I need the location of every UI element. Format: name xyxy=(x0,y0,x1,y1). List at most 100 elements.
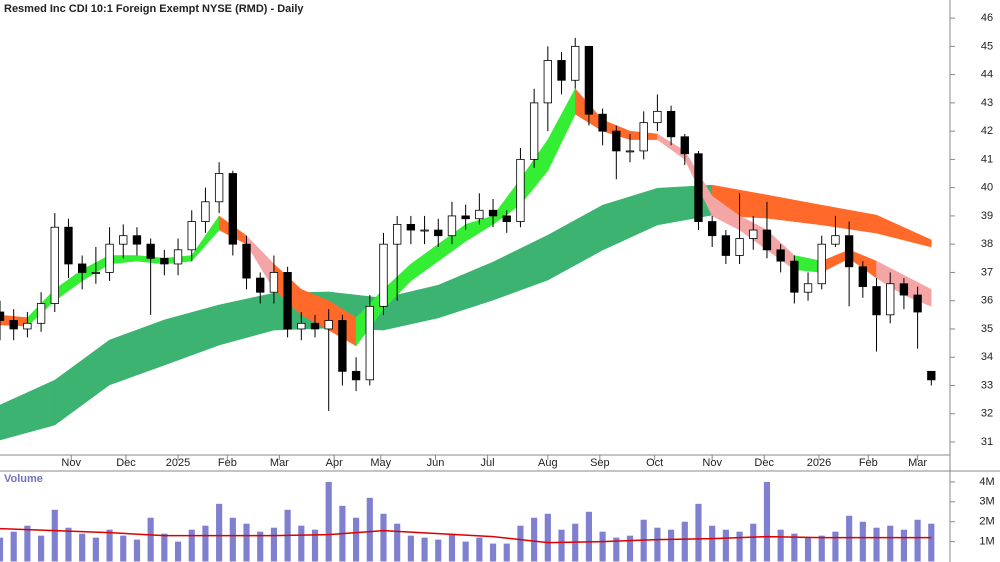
x-tick-label: Jun xyxy=(427,457,445,469)
volume-bar xyxy=(668,529,675,562)
volume-bar xyxy=(736,531,743,562)
y-tick-label: 38 xyxy=(981,238,993,250)
candle-body xyxy=(78,263,87,273)
volume-bar xyxy=(517,525,524,562)
volume-bar xyxy=(695,503,702,562)
candle-body xyxy=(283,272,292,330)
y-tick-label: 33 xyxy=(981,379,993,391)
candle-body xyxy=(598,113,607,132)
volume-bar xyxy=(188,529,195,562)
volume-bar xyxy=(92,537,99,562)
volume-bar xyxy=(558,529,565,562)
x-tick-label: 2026 xyxy=(807,457,831,469)
candle-body xyxy=(187,221,196,251)
candle-body xyxy=(899,283,909,296)
volume-bar xyxy=(325,481,332,562)
candle-body xyxy=(735,238,744,256)
candle-body xyxy=(105,243,114,273)
volume-bar xyxy=(311,529,319,562)
volume-bar xyxy=(462,541,469,562)
volume-bar xyxy=(243,523,250,562)
volume-bar xyxy=(681,521,688,562)
volume-bar xyxy=(24,525,31,562)
volume-bar xyxy=(0,537,4,562)
candle-body xyxy=(639,122,648,152)
volume-bar xyxy=(613,537,620,562)
chart-title: Resmed Inc CDI 10:1 Foreign Exempt NYSE … xyxy=(4,3,304,15)
candle-body xyxy=(160,257,169,265)
candle-body xyxy=(844,235,854,268)
candle-body xyxy=(927,370,936,381)
candle-body xyxy=(776,249,785,262)
y-tick-label: 45 xyxy=(981,40,993,52)
candle-body xyxy=(680,136,689,155)
candle-body xyxy=(872,286,881,316)
volume-bar xyxy=(804,537,812,562)
candle-body xyxy=(625,150,635,153)
volume-bar xyxy=(914,519,921,562)
candle-body xyxy=(516,158,525,222)
volume-bar xyxy=(489,543,497,562)
y-tick-label: 34 xyxy=(981,351,993,363)
y-tick-label: 4M xyxy=(979,476,994,488)
volume-bar xyxy=(709,525,716,562)
y-tick-label: 35 xyxy=(981,323,993,335)
candle-body xyxy=(50,226,59,304)
volume-bar xyxy=(448,533,456,562)
x-tick-label: Mar xyxy=(908,457,927,469)
x-tick-label: Feb xyxy=(218,457,237,469)
candle-body xyxy=(543,60,552,104)
x-tick-label: Mar xyxy=(270,457,289,469)
candle-body xyxy=(214,173,224,203)
candle-body xyxy=(201,201,210,222)
volume-bar xyxy=(366,497,373,562)
candle-body xyxy=(762,229,772,251)
x-tick-label: Oct xyxy=(646,457,663,469)
candle-body xyxy=(379,243,388,307)
candle-body xyxy=(666,110,676,138)
volume-bar xyxy=(270,527,277,562)
volume-bar xyxy=(229,517,236,562)
volume-bar xyxy=(120,535,127,562)
candle-body xyxy=(475,209,484,220)
x-tick-label: Jul xyxy=(481,457,495,469)
candle-body xyxy=(831,235,840,245)
volume-bar xyxy=(65,527,72,562)
volume-bar xyxy=(832,531,839,562)
volume-bar xyxy=(216,503,223,562)
volume-bar xyxy=(750,523,757,562)
candle-body xyxy=(584,45,594,115)
x-tick-label: Nov xyxy=(61,457,81,469)
candle-body xyxy=(338,320,347,372)
y-tick-label: 37 xyxy=(981,266,993,278)
candle-body xyxy=(310,322,320,330)
volume-bar xyxy=(900,529,907,562)
y-tick-label: 1M xyxy=(979,536,994,548)
volume-bar xyxy=(10,531,17,562)
candle-body xyxy=(694,153,703,222)
volume-bar xyxy=(257,531,264,562)
y-tick-label: 42 xyxy=(981,125,993,137)
y-tick-label: 40 xyxy=(981,182,993,194)
candle-body xyxy=(749,229,758,239)
candle-body xyxy=(488,209,498,217)
x-tick-label: Feb xyxy=(859,457,878,469)
y-tick-label: 2M xyxy=(979,516,994,528)
candle-body xyxy=(708,221,717,237)
volume-bar xyxy=(654,527,661,562)
y-tick-label: 31 xyxy=(981,436,993,448)
candle-body xyxy=(256,277,265,293)
volume-bar xyxy=(763,481,771,562)
candle-body xyxy=(803,283,813,293)
volume-bar xyxy=(859,521,866,562)
y-tick-label: 46 xyxy=(981,12,993,24)
candle-body xyxy=(297,322,306,330)
x-tick-label: 2025 xyxy=(166,457,190,469)
candle-body xyxy=(365,305,374,381)
volume-bar xyxy=(38,535,45,562)
candle-body xyxy=(132,235,142,245)
volume-bar xyxy=(544,513,551,562)
candle-body xyxy=(324,320,333,330)
candle-body xyxy=(557,60,566,81)
